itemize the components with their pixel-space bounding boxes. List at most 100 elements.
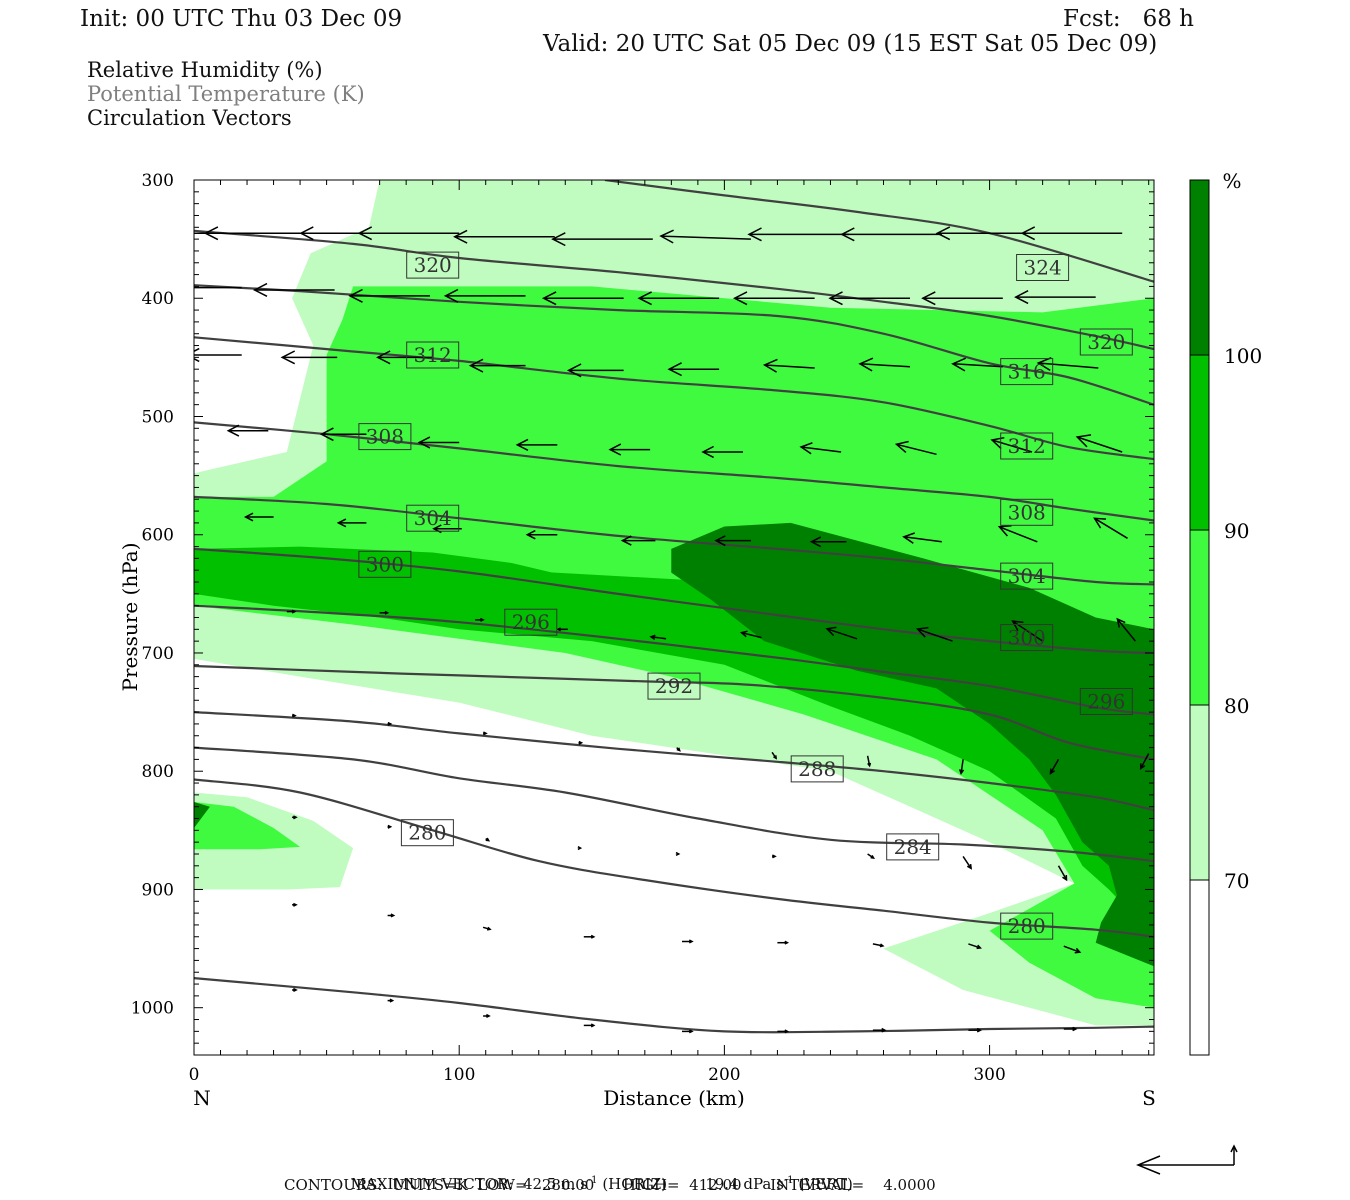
circulation-vector xyxy=(387,721,393,726)
circulation-vector xyxy=(675,851,681,856)
vector-head xyxy=(203,226,219,241)
vector-head xyxy=(376,350,391,365)
contour-label-box xyxy=(358,423,412,451)
vector-shaft xyxy=(917,628,953,642)
circulation-vector xyxy=(292,815,298,820)
circulation-vector xyxy=(1020,226,1123,241)
contour-label: 320 xyxy=(1087,330,1125,354)
vector-head xyxy=(1011,620,1024,631)
vector-shaft xyxy=(1063,945,1081,953)
circulation-vector xyxy=(583,934,596,939)
theta-contour-292 xyxy=(194,664,1154,761)
circulation-vector xyxy=(608,443,651,456)
vector-head xyxy=(935,226,951,241)
circulation-vector xyxy=(902,532,942,544)
circulation-vector xyxy=(858,357,911,372)
x-tick-label: 200 xyxy=(708,1065,740,1085)
circulation-vector xyxy=(1036,357,1099,372)
vector-head xyxy=(667,362,682,377)
vector-head xyxy=(515,438,529,451)
circulation-vector xyxy=(226,424,269,437)
contour-label: 308 xyxy=(366,425,404,449)
contour-label-box xyxy=(790,755,844,783)
vector-head xyxy=(453,229,468,244)
circulation-vector xyxy=(771,751,777,760)
max-vert-value: 19.4 dPa s xyxy=(705,1175,784,1193)
contour-label: 300 xyxy=(366,552,404,576)
vector-head xyxy=(784,940,790,945)
circulation-vector xyxy=(747,227,849,242)
vector-head xyxy=(902,532,915,544)
vector-head xyxy=(688,939,694,944)
circulation-vector xyxy=(867,853,876,859)
circulation-vector xyxy=(968,943,982,950)
contour-label: 304 xyxy=(1008,564,1046,588)
vector-head xyxy=(784,1029,790,1034)
vector-head xyxy=(252,282,268,297)
circulation-vector xyxy=(1139,753,1150,770)
vector-shaft xyxy=(872,943,884,947)
vector-shaft xyxy=(962,855,972,869)
x-tick-label: 100 xyxy=(443,1065,475,1085)
circulation-vector xyxy=(583,1023,596,1028)
circulation-vector xyxy=(541,291,624,306)
theta-contour-280 xyxy=(194,977,1154,1034)
contour-label-box xyxy=(1000,432,1054,460)
circulation-vector xyxy=(714,535,751,547)
vector-head xyxy=(417,436,431,449)
vector-head xyxy=(637,291,652,306)
circulation-vector xyxy=(482,926,492,931)
theta-contour-308 xyxy=(194,421,1154,522)
circulation-vector xyxy=(962,855,973,870)
vector-head xyxy=(773,755,777,760)
circulation-vector xyxy=(894,440,937,456)
circulation-vector xyxy=(1057,865,1068,882)
circulation-vector xyxy=(387,824,393,829)
y-tick-label: 300 xyxy=(142,171,174,191)
vector-head xyxy=(809,536,822,548)
circulation-vector xyxy=(1093,517,1128,539)
vector-head xyxy=(620,535,632,546)
vector-shaft xyxy=(741,631,762,639)
circulation-vector xyxy=(551,232,653,247)
contour-label: 292 xyxy=(655,674,693,698)
vector-head xyxy=(299,226,314,241)
contour-label-box xyxy=(1016,254,1070,281)
reference-vector-icon xyxy=(1136,1144,1238,1175)
y-tick-label: 400 xyxy=(142,289,174,309)
contour-label-box xyxy=(406,251,460,279)
vector-shaft xyxy=(896,443,937,456)
vector-head xyxy=(828,291,843,306)
vector-head xyxy=(348,288,363,303)
max-horiz-value: 42.5 m s xyxy=(522,1175,588,1193)
vector-shaft xyxy=(968,943,981,949)
vector-head xyxy=(556,627,561,632)
theta-contour-316 xyxy=(194,284,1154,406)
circulation-vector xyxy=(475,617,485,622)
vector-head xyxy=(762,358,778,373)
vector-head xyxy=(659,229,674,244)
contour-label: 312 xyxy=(414,343,452,367)
vector-head xyxy=(590,934,596,939)
contour-label-layer: 320 324 320 312 316 308 312 304 308 300 304 296 300 2… xyxy=(358,251,1133,940)
contour-label: 288 xyxy=(798,757,836,781)
vector-head xyxy=(1116,617,1126,628)
circulation-vector xyxy=(483,731,488,736)
circulation-vector xyxy=(252,282,335,297)
vector-head xyxy=(292,713,297,718)
vector-head xyxy=(867,762,872,768)
vector-head xyxy=(551,232,566,247)
vector-head xyxy=(966,864,973,870)
vector-head xyxy=(739,630,748,638)
circulation-vector xyxy=(825,626,858,640)
vector-head xyxy=(676,747,681,752)
contour-label: 300 xyxy=(1008,626,1046,650)
contour-label: 296 xyxy=(1087,690,1125,714)
vector-head xyxy=(997,524,1012,537)
contour-label: 320 xyxy=(414,253,452,277)
circulation-vector xyxy=(286,609,297,614)
max-horiz-exp: -1 xyxy=(587,1175,598,1186)
vector-head xyxy=(1020,226,1036,241)
vector-head xyxy=(976,1027,983,1033)
vector-shaft xyxy=(859,363,911,368)
